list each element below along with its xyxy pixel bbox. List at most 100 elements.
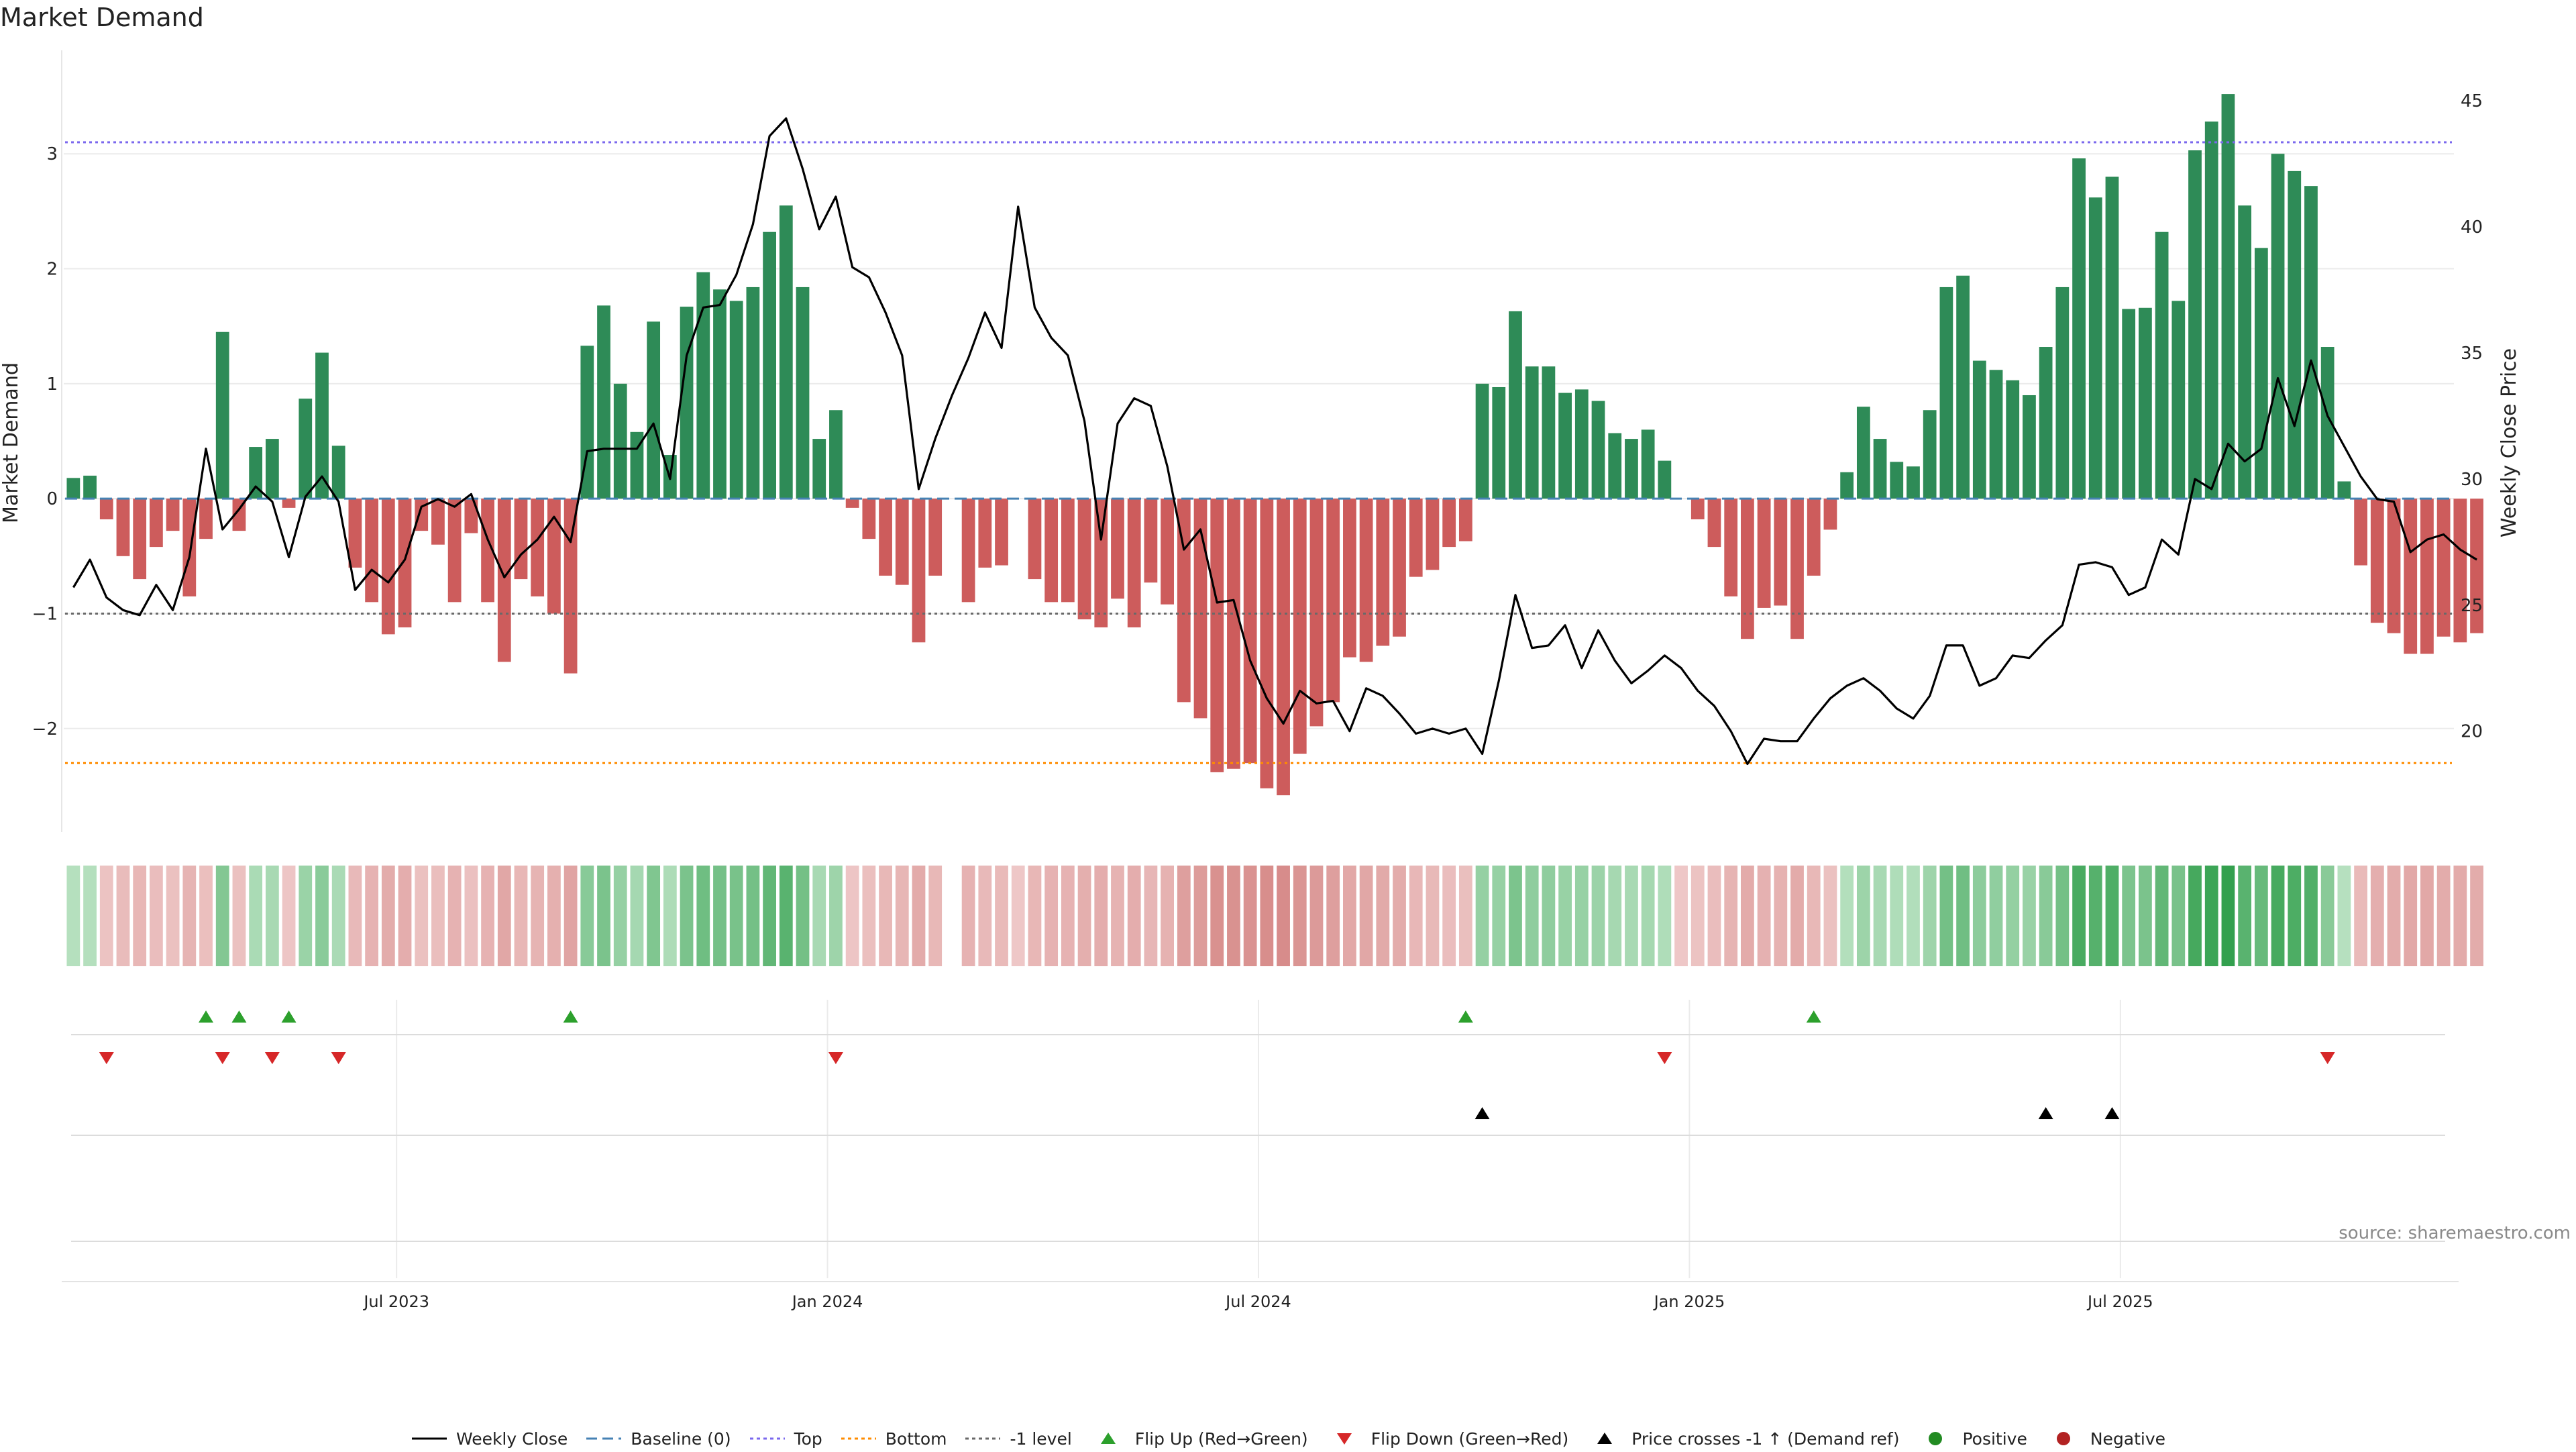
legend-item-bottom: Bottom [840,1429,947,1449]
heat-cell [1890,866,1904,966]
positive-demand-bar [2088,197,2102,499]
heat-cell [2304,866,2318,966]
heat-cell [1823,866,1837,966]
negative-demand-bar [1227,499,1240,769]
x-tick-label: Jul 2024 [1224,1292,1291,1311]
negative-demand-bar [1343,499,1356,658]
heat-cell [779,866,793,966]
positive-demand-bar [647,321,661,499]
negative-demand-bar [381,499,395,635]
negative-demand-bar [447,499,462,603]
positive-demand-bar [2155,231,2169,499]
negative-demand-bar [1293,499,1307,754]
heat-cell [680,866,694,966]
positive-demand-bar [2337,481,2351,499]
heat-cell [365,866,378,966]
heat-cell [1840,866,1854,966]
heat-cell [166,866,180,966]
positive-demand-bar [2055,287,2070,499]
close-legend-swatch [411,1437,447,1440]
flip-down-marker [264,1052,280,1064]
positive-demand-bar [83,475,97,499]
heat-cell [99,866,113,966]
heat-cell [1790,866,1804,966]
positive-demand-bar [779,205,793,499]
positive-demand-bar [829,410,843,499]
flip-up-marker [1458,1010,1473,1023]
x-tick-label: Jan 2024 [791,1292,863,1311]
heat-cell [2254,866,2268,966]
positive-demand-bar [249,447,263,499]
heat-cell [1641,866,1655,966]
negative-demand-bar [895,499,909,585]
heat-cell [1077,866,1091,966]
heat-cell [2453,866,2467,966]
negative-demand-bar [431,499,445,545]
negative-demand-bar [1193,499,1208,719]
heat-cell [2238,866,2252,966]
negative-demand-bar [514,499,528,580]
heat-cell [415,866,429,966]
flip_down-legend-marker [1336,1433,1352,1445]
positive-demand-bar [265,439,279,499]
heat-cell [1343,866,1356,966]
heat-cell [182,866,197,966]
positive-demand-bar [2304,186,2318,499]
legend-item-positive: Positive [1917,1429,2027,1449]
heat-cell [2354,866,2367,966]
heat-cell [497,866,511,966]
heat-cell [2023,866,2036,966]
negative-demand-bar [1724,499,1738,597]
heat-cell [1608,866,1622,966]
negative-demand-bar [2404,499,2418,654]
negative-demand-bar [1111,499,1124,599]
positive-demand-bar [1542,366,1556,499]
heat-cell [763,866,776,966]
y2-tick-label: 30 [2461,470,2483,490]
y-tick-label: 3 [46,144,58,164]
negative-demand-bar [2436,499,2451,637]
heat-cell [1309,866,1324,966]
positive-demand-bar [613,383,627,499]
heat-cell [133,866,147,966]
heat-cell [1807,866,1821,966]
negative-demand-bar [1442,499,1456,548]
heat-cell [2436,866,2451,966]
negative-demand-bar [1376,499,1390,646]
heat-cell [1094,866,1108,966]
positive-demand-bar [597,305,610,499]
heat-cell [1376,866,1390,966]
legend-item-flip_down: Flip Down (Green→Red) [1326,1429,1568,1449]
heat-cell [265,866,279,966]
heat-cell [2420,866,2434,966]
negative-demand-bar [232,499,246,531]
positive-demand-bar [1873,439,1887,499]
negative-demand-bar [481,499,494,603]
legend: Weekly Close Baseline (0) Top Bottom -1 leve… [0,1425,2576,1452]
legend-label: Top [794,1429,822,1449]
legend-item-flip_up: Flip Up (Red→Green) [1089,1429,1308,1449]
heat-cell [630,866,644,966]
positive-demand-bar [215,331,229,499]
heat-cell [2387,866,2401,966]
positive-demand-bar [796,287,810,499]
positive-demand-bar [1641,429,1655,499]
negative-demand-bar [2387,499,2401,633]
negative-demand-bar [995,499,1008,566]
heat-cell [1525,866,1539,966]
heat-cell [1923,866,1937,966]
positive-demand-bar [746,287,760,499]
heat-cell [1939,866,1953,966]
heat-cell [381,866,395,966]
y-tick-label: 1 [46,374,58,395]
flip-up-marker [563,1010,578,1023]
heat-cell [2171,866,2186,966]
flip-up-marker [1806,1010,1821,1023]
heat-cell [66,866,80,966]
positive-demand-bar [2171,301,2186,499]
heat-cell [713,866,727,966]
negative-demand-bar [1458,499,1472,541]
negative-demand-bar [415,499,429,531]
positive-demand-bar [1525,366,1539,499]
